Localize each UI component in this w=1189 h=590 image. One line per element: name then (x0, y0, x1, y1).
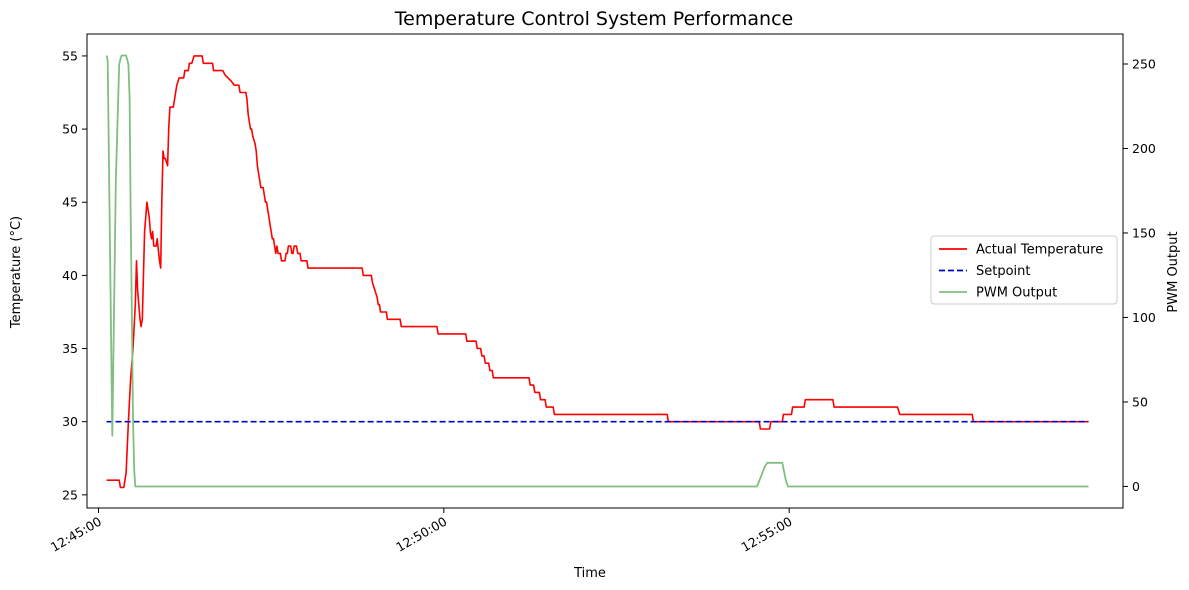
y2-axis-label: PWM Output (1166, 231, 1181, 312)
y-axis-ticks: 25 30 35 40 45 50 55 (62, 48, 87, 502)
x-axis-ticks: 12:45:00 12:50:00 12:55:00 (48, 508, 795, 555)
y-tick-label: 45 (62, 195, 78, 210)
y-tick-label: 40 (62, 268, 78, 283)
y-tick-label: 30 (62, 414, 78, 429)
chart-title: Temperature Control System Performance (394, 8, 793, 30)
y2-axis-ticks: 0 50 100 150 200 250 (1123, 56, 1156, 494)
legend-entry-label: Setpoint (976, 264, 1031, 279)
y2-tick-label: 250 (1132, 56, 1156, 71)
y-tick-label: 35 (62, 341, 78, 356)
y-tick-label: 50 (62, 122, 78, 137)
y2-tick-label: 50 (1132, 394, 1148, 409)
legend: Actual Temperature Setpoint PWM Output (930, 235, 1118, 305)
y-tick-label: 55 (62, 48, 78, 63)
series-layer (105, 54, 1089, 489)
series-line-2 (105, 54, 1089, 488)
legend-entry-label: Actual Temperature (976, 243, 1103, 258)
y2-tick-label: 100 (1132, 310, 1156, 325)
x-axis-label: Time (573, 566, 606, 581)
y2-tick-label: 150 (1132, 225, 1156, 240)
y2-tick-label: 0 (1132, 479, 1140, 494)
x-tick-label: 12:50:00 (393, 514, 449, 555)
y2-tick-label: 200 (1132, 141, 1156, 156)
plot-frame (86, 33, 1124, 509)
y-tick-label: 25 (62, 487, 78, 502)
y-axis-label: Temperature (°C) (9, 216, 24, 329)
x-tick-label: 12:55:00 (739, 514, 795, 555)
legend-entry-label: PWM Output (976, 286, 1057, 301)
legend-box (930, 235, 1118, 305)
series-line-0 (106, 55, 1089, 489)
x-tick-label: 12:45:00 (48, 514, 104, 555)
